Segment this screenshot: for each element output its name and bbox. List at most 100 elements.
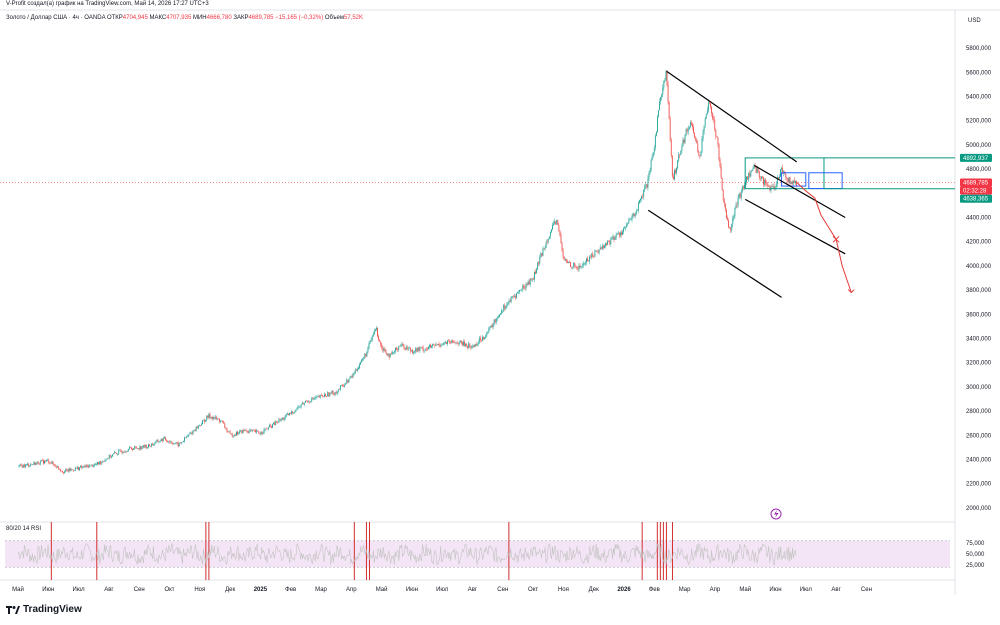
candle-body [394, 351, 395, 353]
candle-body [554, 221, 556, 224]
candle-body [771, 186, 773, 188]
candle-body [54, 464, 56, 467]
rsi-tick-label: 75,000 [966, 541, 985, 547]
candle-body [564, 258, 566, 260]
candle-body [199, 425, 201, 426]
candle-body [724, 203, 726, 210]
candle-body [146, 447, 148, 449]
time-axis[interactable]: Май Июн Июл Авг Сен Окт Ноя Дек 2025 Фев Мар Апр Май… [12, 586, 872, 593]
candle-body [322, 396, 324, 397]
candle-body [657, 116, 658, 133]
candle-body [335, 392, 337, 394]
candle-body [747, 176, 749, 180]
price-tick-label: 2000,000 [966, 506, 992, 512]
candle-body [774, 187, 776, 190]
candle-body [210, 417, 212, 418]
candle-body [331, 390, 333, 393]
candle-body [751, 169, 753, 172]
candle-body [541, 253, 543, 256]
candle-body [436, 344, 438, 346]
candle-body [363, 357, 365, 359]
price-tick-label: 5000,000 [966, 143, 992, 149]
candle-body [512, 296, 514, 297]
candle-body [256, 430, 258, 433]
brand-logo[interactable]: TradingView [6, 604, 82, 615]
candle-body [186, 436, 188, 439]
candle-body [378, 336, 380, 340]
candle-body [617, 232, 619, 234]
candle-body [718, 144, 720, 160]
candle-body [573, 262, 575, 267]
candle-body [143, 445, 145, 448]
candle-body [408, 348, 410, 349]
candle-body [170, 441, 172, 443]
candle-body [359, 364, 360, 368]
candle-body [307, 401, 308, 403]
channel-lines [647, 70, 846, 298]
rsi-line [17, 542, 797, 566]
candle-body [465, 344, 466, 346]
candle-body [140, 446, 142, 449]
candle-body [605, 243, 606, 246]
candle-body [455, 342, 457, 344]
candle-body [778, 176, 780, 179]
candle-body [370, 339, 372, 342]
candle-body [76, 467, 78, 469]
candle-body [350, 376, 352, 378]
candle-body [614, 237, 616, 240]
candle-body [263, 429, 265, 434]
candle-body [427, 346, 429, 350]
candle-body [327, 392, 329, 397]
candle-body [90, 464, 92, 466]
candle-body [449, 340, 451, 343]
candle-body [155, 441, 157, 444]
candle-body [444, 342, 446, 343]
candle-body [637, 202, 639, 211]
candle-body [532, 278, 534, 280]
forecast-path [796, 182, 855, 294]
price-axis[interactable]: 5800,000 5600,000 5400,000 5200,000 5000,000… [966, 46, 992, 512]
candle-body [655, 132, 657, 136]
candle-body [106, 458, 108, 460]
candle-body [194, 430, 196, 432]
candle-body [193, 430, 195, 432]
price-labels: 4892,937 4689,785 02:32:28 4638,365 [960, 153, 992, 203]
candle-body [546, 241, 548, 243]
candle-body [702, 131, 704, 139]
candle-body [767, 183, 769, 187]
candle-body [26, 464, 27, 465]
candle-body [575, 265, 577, 267]
candle-body [419, 347, 421, 351]
candle-body [118, 450, 120, 454]
alert-icon[interactable] [770, 508, 782, 520]
symbol-name[interactable]: Золото / Доллар США · 4ч · OANDA [6, 15, 106, 21]
candle-body [442, 342, 444, 345]
candle-body [622, 231, 623, 235]
candle-body [629, 219, 631, 221]
time-tick-label: Июн [769, 587, 781, 593]
candle-body [723, 200, 725, 204]
candle-body [488, 328, 490, 332]
candle-body [39, 461, 41, 465]
candle-body [468, 343, 470, 348]
candle-body [375, 328, 377, 330]
time-tick-label: Авг [468, 587, 478, 593]
candle-body [706, 110, 708, 115]
candle-body [673, 170, 675, 180]
candle-body [545, 241, 547, 248]
candle-body [292, 411, 294, 414]
candle-body [166, 440, 167, 442]
candle-body [749, 173, 751, 177]
candle-body [204, 420, 206, 422]
candle-body [59, 469, 61, 471]
candle-body [239, 431, 241, 434]
candle-body [627, 222, 629, 225]
candle-body [772, 186, 774, 187]
rsi-title: 80/20 14 RSI [6, 526, 41, 532]
candle-body [41, 460, 43, 461]
candle-body [167, 441, 168, 443]
candle-body [631, 215, 633, 220]
candle-body [228, 431, 230, 433]
candle-body [764, 179, 766, 185]
